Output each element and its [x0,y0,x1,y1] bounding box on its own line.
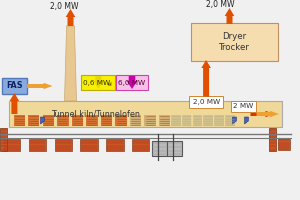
Polygon shape [64,26,76,101]
Bar [101,115,112,126]
Bar [159,115,170,126]
FancyArrow shape [250,111,274,117]
Bar [80,139,98,151]
Bar [278,139,290,150]
Bar [86,115,98,126]
FancyBboxPatch shape [190,23,278,61]
Bar [55,139,72,151]
FancyBboxPatch shape [231,101,256,112]
Bar [3,139,20,151]
FancyArrow shape [94,76,103,89]
Bar [167,141,182,156]
FancyArrow shape [27,83,52,89]
FancyArrow shape [127,76,137,89]
FancyBboxPatch shape [81,75,115,90]
Bar [0,128,7,151]
Bar [116,115,127,126]
Text: 6,0 MW: 6,0 MW [118,79,146,86]
Bar [269,128,276,151]
Bar [106,139,124,151]
Bar [29,139,46,151]
Text: Tunnel kiln/Tunnelofen: Tunnel kiln/Tunnelofen [51,109,140,118]
Text: FAS: FAS [6,81,22,90]
Bar [14,115,25,126]
Text: 2,0 MW: 2,0 MW [193,99,220,105]
Polygon shape [40,117,44,124]
Bar [28,115,40,126]
FancyArrow shape [66,9,75,26]
Bar [152,141,166,156]
Bar [72,115,83,126]
Bar [225,115,235,126]
Bar [43,115,54,126]
Polygon shape [232,117,236,124]
FancyArrow shape [201,60,211,97]
Text: el: el [108,82,113,87]
Bar [182,115,191,126]
Text: 2,0 MW: 2,0 MW [206,0,235,9]
Bar [9,101,282,127]
Polygon shape [244,117,248,124]
FancyBboxPatch shape [189,96,223,108]
Bar [145,115,156,126]
FancyBboxPatch shape [116,75,148,90]
Text: 0,6 MW: 0,6 MW [83,79,110,86]
Bar [171,115,181,126]
Text: Dryer
Trocker: Dryer Trocker [219,32,249,52]
FancyArrow shape [10,93,19,114]
Bar [193,115,202,126]
Bar [57,115,68,126]
Bar [214,115,224,126]
Text: 2 MW: 2 MW [233,103,254,109]
Bar [132,139,149,151]
FancyArrow shape [225,8,234,24]
Bar [203,115,213,126]
Text: 2,0 MW: 2,0 MW [50,2,78,11]
Bar [130,115,141,126]
FancyBboxPatch shape [2,78,27,94]
FancyArrow shape [256,111,279,117]
